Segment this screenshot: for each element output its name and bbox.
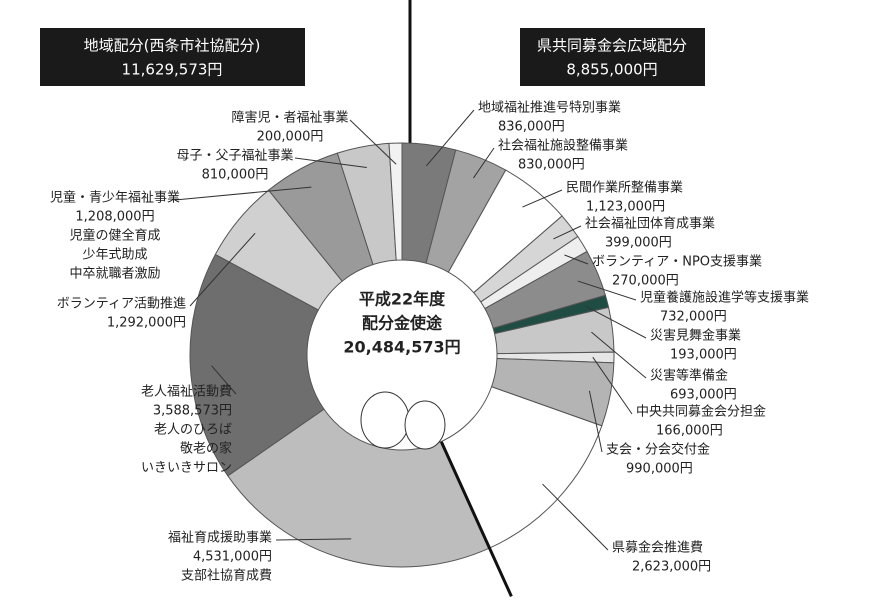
leader-line [426,109,475,167]
category-label: 中央共同募金会分担金 [636,404,766,420]
box-bg [40,28,305,86]
leader-line [275,538,352,541]
category-label: 社会福祉施設整備事業 [498,138,628,154]
detail-label: 支部社協育成費 [181,568,272,584]
category-label: 障害児・者福祉事業 [231,110,348,126]
group-total: 8,855,000円 [566,61,657,79]
leader-line [564,254,589,265]
category-label: 災害等準備金 [650,368,728,384]
group-box-left: 地域配分(西条市社協配分) 11,629,573円 [40,28,305,86]
value-label: 193,000円 [670,348,737,363]
center-line: 20,484,573円 [343,338,460,357]
category-label: 災害見舞金事業 [650,328,741,344]
slice [388,142,403,261]
value-label: 200,000円 [257,130,324,145]
detail-label: 中卒就職者激励 [69,267,160,282]
value-label: 990,000円 [626,462,693,477]
category-label: 地域福祉推進号特別事業 [478,100,621,116]
value-label: 270,000円 [612,274,679,289]
value-label: 693,000円 [670,388,737,403]
leader-line [349,119,397,165]
value-label: 1,292,000円 [107,316,186,331]
detail-label: いきいきサロン [141,461,232,476]
leader-line [586,306,647,339]
leader-line [592,356,633,415]
center-label: 平成22年度 配分金使途 20,484,573円 [343,290,460,357]
leader-line [189,232,256,307]
leader-line [591,331,647,379]
group-total: 11,629,573円 [122,61,223,79]
center-line: 平成22年度 [359,290,446,309]
category-label: 母子・父子福祉事業 [176,148,293,164]
leader-line [473,147,495,179]
leader-line [294,157,367,168]
detail-label: 老人のひろば [154,423,232,438]
slices [189,142,615,568]
leader-line [542,483,609,551]
divider [440,441,513,597]
character [404,400,446,450]
category-label: 児童養護施設進学等支援事業 [640,290,809,306]
category-label: 児童・青少年福祉事業 [50,190,180,206]
value-label: 166,000円 [656,424,723,439]
value-label: 4,531,000円 [193,550,272,565]
category-label: 支会・分会交付金 [606,442,710,458]
detail-label: 児童の健全育成 [69,228,160,244]
illustration [360,391,446,450]
leader-line [174,186,312,201]
group-title: 地域配分(西条市社協配分) [84,37,261,55]
leader-line [211,365,237,395]
value-label: 1,208,000円 [75,210,154,225]
category-label: 社会福祉団体育成事業 [585,216,715,232]
category-label: 民間作業所整備事業 [566,180,683,196]
category-label: 福祉育成援助事業 [168,530,272,546]
leader-line [553,225,582,240]
slice [440,386,603,549]
leader-line [588,390,603,453]
group-title: 県共同募金会広域配分 [537,37,687,55]
value-label: 3,588,573円 [153,404,232,419]
value-label: 1,123,000円 [586,200,665,215]
value-label: 732,000円 [660,310,727,325]
leader-line [522,189,563,208]
center-line: 配分金使途 [362,314,443,333]
leader-line [577,280,637,301]
slice [189,253,325,477]
value-label: 399,000円 [605,236,672,251]
character [360,391,410,449]
group-box-right: 県共同募金会広域配分 8,855,000円 [520,28,705,86]
box-bg [520,28,705,86]
value-label: 2,623,000円 [632,560,711,575]
detail-label: 敬老の家 [180,441,232,457]
category-label: 老人福祉活動費 [141,385,232,400]
value-label: 836,000円 [498,120,565,135]
category-label: 県募金会推進費 [612,540,703,556]
category-label: ボランティア・NPO支援事業 [592,254,762,270]
category-label: ボランティア活動推進 [57,297,186,312]
value-label: 830,000円 [518,158,585,173]
detail-label: 少年式助成 [82,248,147,263]
value-label: 810,000円 [202,168,269,183]
